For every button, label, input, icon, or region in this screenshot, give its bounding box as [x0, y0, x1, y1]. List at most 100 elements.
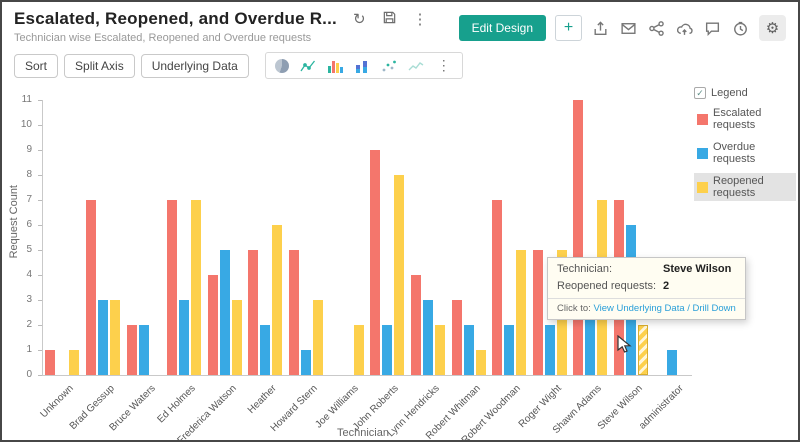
bar-reopened-requests[interactable] — [638, 325, 649, 375]
bar-overdue-requests[interactable] — [504, 325, 515, 375]
y-tick-mark — [38, 225, 42, 226]
export-icon[interactable] — [591, 19, 610, 38]
bar-reopened-requests[interactable] — [353, 325, 364, 375]
bar-overdue-requests[interactable] — [463, 325, 474, 375]
refresh-icon[interactable]: ↻ — [352, 10, 366, 28]
page-title: Escalated, Reopened, and Overdue R... — [14, 9, 337, 28]
bar-overdue-requests[interactable] — [260, 325, 271, 375]
y-tick-label: 5 — [26, 244, 32, 255]
chart-legend: ✓ Legend Escalated requests Overdue reque… — [694, 87, 796, 201]
bar-escalated-requests[interactable] — [370, 150, 381, 375]
y-tick-mark — [38, 350, 42, 351]
bar-reopened-requests[interactable] — [475, 350, 486, 375]
bar-reopened-requests[interactable] — [313, 300, 324, 375]
line-chart-icon[interactable] — [300, 59, 316, 73]
legend-items: Escalated requests Overdue requests Reopen… — [694, 105, 796, 201]
bar-escalated-requests[interactable] — [248, 250, 259, 375]
pie-chart-icon[interactable] — [274, 58, 289, 73]
bar-reopened-requests[interactable] — [69, 350, 80, 375]
bar-overdue-requests[interactable] — [382, 325, 393, 375]
bar-escalated-requests[interactable] — [410, 275, 421, 375]
bar-escalated-requests[interactable] — [207, 275, 218, 375]
y-tick-label: 8 — [26, 169, 32, 180]
share-icon[interactable] — [647, 19, 666, 38]
y-tick-label: 6 — [26, 219, 32, 230]
chart-type-more-icon[interactable]: ⋮ — [436, 57, 451, 73]
sort-button[interactable]: Sort — [14, 53, 59, 78]
bar-reopened-requests[interactable] — [191, 200, 202, 375]
y-tick-mark — [38, 200, 42, 201]
y-tick-mark — [38, 375, 42, 376]
tooltip-divider — [548, 298, 745, 299]
y-tick-mark — [38, 100, 42, 101]
bar-overdue-requests[interactable] — [544, 325, 555, 375]
y-axis-line — [42, 100, 43, 375]
bar-reopened-requests[interactable] — [109, 300, 120, 375]
split-axis-button[interactable]: Split Axis — [64, 53, 135, 78]
tooltip-row-value: 2 — [663, 280, 670, 292]
chart-type-selector: ⋮ — [264, 52, 463, 79]
bar-escalated-requests[interactable] — [573, 100, 584, 375]
y-tick-label: 10 — [20, 119, 32, 130]
mail-icon[interactable] — [619, 19, 638, 38]
bar-reopened-requests[interactable] — [434, 325, 445, 375]
bar-reopened-requests[interactable] — [516, 250, 527, 375]
legend-checkbox[interactable]: ✓ Legend — [694, 87, 796, 99]
bar-overdue-requests[interactable] — [301, 350, 312, 375]
more-options-icon[interactable]: ⋮ — [412, 10, 428, 28]
add-button[interactable]: + — [555, 15, 582, 41]
comment-icon[interactable] — [703, 19, 722, 38]
chart-toolbar: Sort Split Axis Underlying Data ⋮ — [2, 44, 798, 85]
save-icon[interactable] — [382, 10, 397, 28]
bar-escalated-requests[interactable] — [492, 200, 503, 375]
legend-item[interactable]: Escalated requests — [694, 105, 796, 133]
bar-escalated-requests[interactable] — [532, 250, 543, 375]
y-tick-mark — [38, 250, 42, 251]
tooltip-row-value: Steve Wilson — [663, 263, 732, 275]
tooltip-drilldown-link[interactable]: View Underlying Data / Drill Down — [593, 303, 736, 314]
legend-label: Overdue requests — [713, 141, 756, 165]
tooltip-click-label: Click to: — [557, 303, 591, 314]
x-axis-title: Technician — [337, 427, 389, 439]
legend-label: Escalated requests — [713, 107, 762, 131]
report-header: Escalated, Reopened, and Overdue R... ↻ … — [2, 2, 798, 44]
bar-overdue-requests[interactable] — [179, 300, 190, 375]
y-tick-mark — [38, 125, 42, 126]
settings-gear-icon[interactable]: ⚙ — [759, 15, 786, 41]
edit-design-button[interactable]: Edit Design — [458, 15, 546, 41]
y-tick-label: 11 — [21, 94, 32, 105]
bar-escalated-requests[interactable] — [45, 350, 56, 375]
y-tick-mark — [38, 325, 42, 326]
bar-overdue-requests[interactable] — [585, 300, 596, 375]
legend-item[interactable]: Overdue requests — [694, 139, 796, 167]
bar-reopened-requests[interactable] — [231, 300, 242, 375]
stacked-bar-icon[interactable] — [354, 59, 370, 73]
sparkline-icon[interactable] — [408, 59, 424, 73]
bar-reopened-requests[interactable] — [394, 175, 405, 375]
y-tick-label: 4 — [26, 269, 32, 280]
bar-overdue-requests[interactable] — [219, 250, 230, 375]
scatter-chart-icon[interactable] — [381, 59, 397, 73]
bar-overdue-requests[interactable] — [666, 350, 677, 375]
bar-overdue-requests[interactable] — [97, 300, 108, 375]
bar-overdue-requests[interactable] — [138, 325, 149, 375]
bar-escalated-requests[interactable] — [451, 300, 462, 375]
bar-overdue-requests[interactable] — [422, 300, 433, 375]
y-tick-mark — [38, 175, 42, 176]
y-tick-label: 9 — [26, 144, 32, 155]
header-actions: Edit Design + ⚙ — [458, 9, 786, 44]
chart-tooltip: Technician: Steve Wilson Reopened reques… — [547, 257, 746, 320]
bar-escalated-requests[interactable] — [126, 325, 137, 375]
bar-escalated-requests[interactable] — [85, 200, 96, 375]
bar-chart-icon[interactable] — [327, 59, 343, 73]
legend-item[interactable]: Reopened requests — [694, 173, 796, 201]
history-clock-icon[interactable] — [731, 19, 750, 38]
underlying-data-button[interactable]: Underlying Data — [140, 53, 249, 78]
cursor-hand-icon — [616, 334, 632, 358]
bar-escalated-requests[interactable] — [167, 200, 178, 375]
x-axis-line — [42, 375, 692, 376]
bar-escalated-requests[interactable] — [289, 250, 300, 375]
bar-reopened-requests[interactable] — [272, 225, 283, 375]
cloud-upload-icon[interactable] — [675, 19, 694, 38]
